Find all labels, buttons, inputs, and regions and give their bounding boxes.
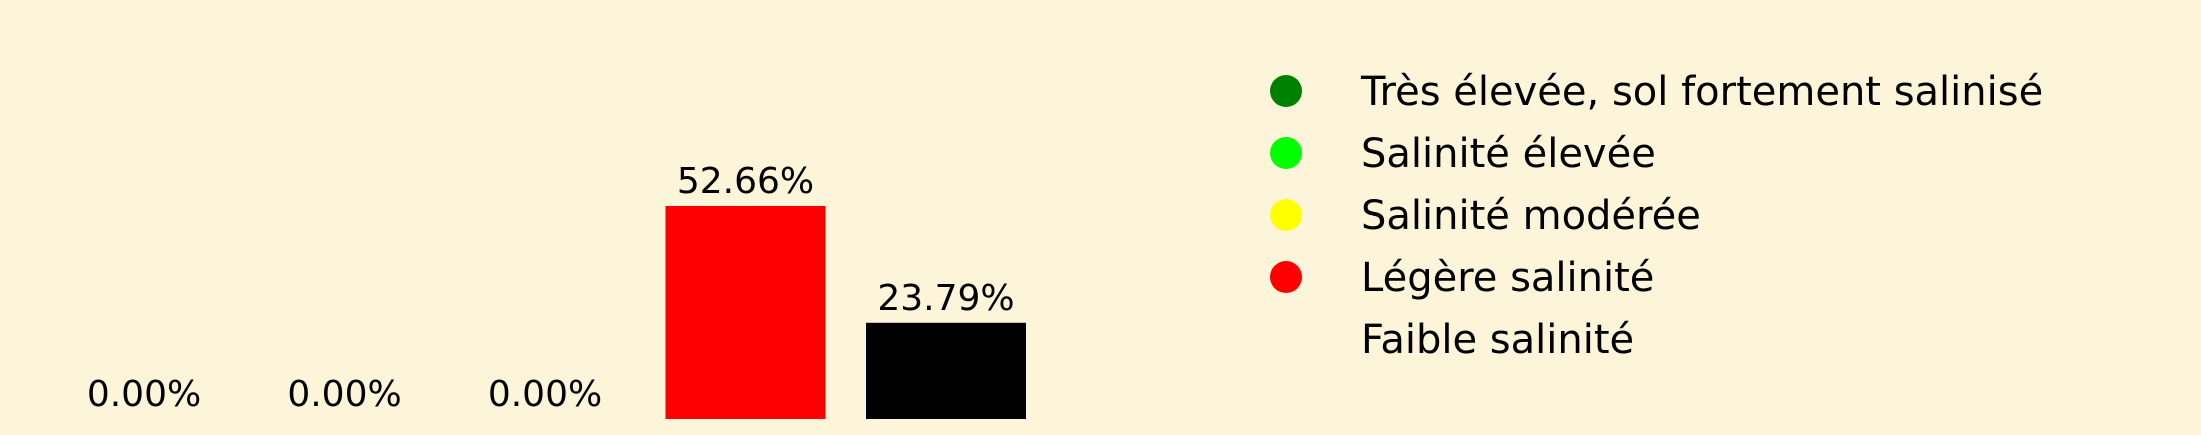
legend-marker-4 — [1270, 261, 1302, 293]
legend-label-1: Très élevée, sol fortement salinisé — [1360, 69, 2043, 115]
bar-value-label-4: 52.66% — [677, 161, 814, 202]
bar-5 — [866, 322, 1026, 419]
bars-layer: 0.00% 0.00% 0.00% 52.66% 23.79% — [87, 161, 1026, 419]
bar-value-label-2: 0.00% — [287, 374, 401, 415]
legend: Très élevée, sol fortement salinisé Salin… — [1270, 69, 2043, 363]
legend-marker-1 — [1270, 75, 1302, 107]
legend-label-5: Faible salinité — [1361, 317, 1634, 363]
legend-marker-3 — [1270, 199, 1302, 231]
bar-value-label-3: 0.00% — [488, 374, 602, 415]
legend-label-3: Salinité modérée — [1361, 193, 1701, 239]
bar-4 — [665, 206, 826, 419]
bar-value-label-1: 0.00% — [87, 374, 201, 415]
legend-label-2: Salinité élevée — [1361, 131, 1656, 177]
legend-label-4: Légère salinité — [1361, 255, 1654, 301]
bar-value-label-5: 23.79% — [877, 278, 1014, 319]
legend-marker-2 — [1270, 137, 1302, 169]
